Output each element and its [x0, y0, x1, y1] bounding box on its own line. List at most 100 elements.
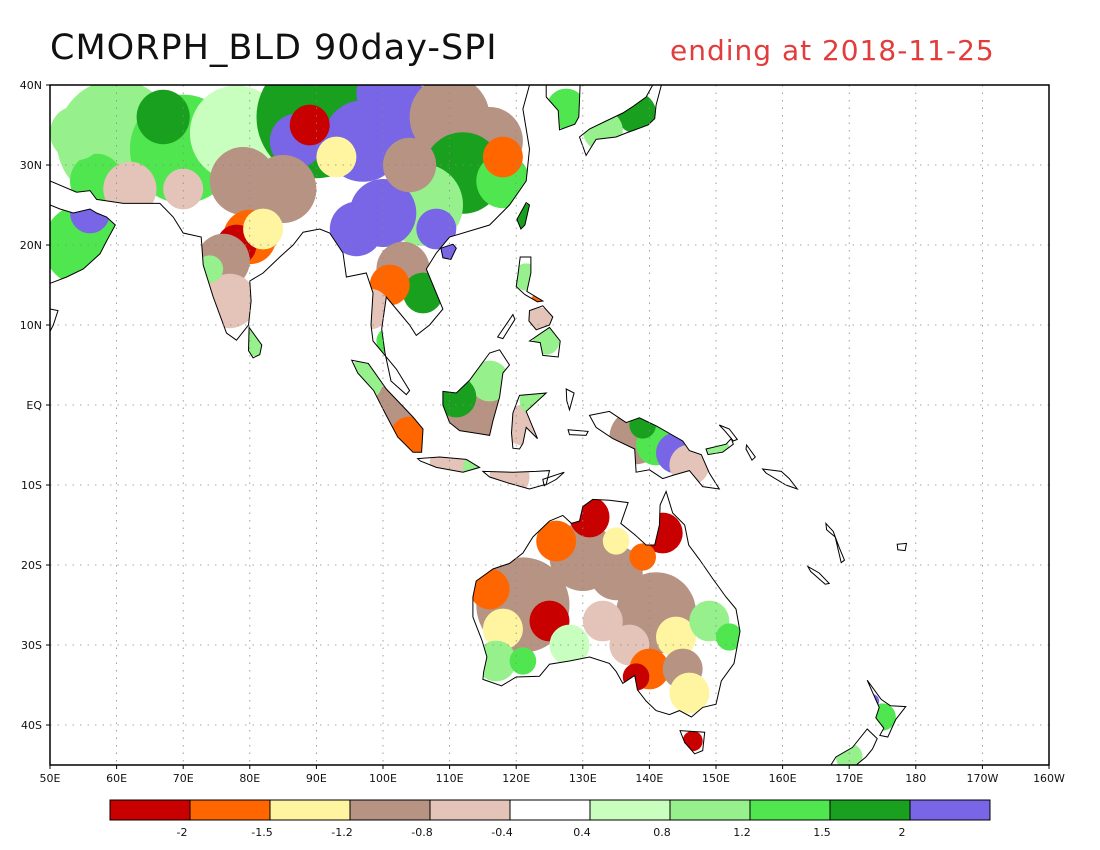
lon-tick-label: 160E	[769, 772, 797, 785]
coastline-sri-lanka	[247, 325, 263, 359]
coastline-luzon	[515, 256, 545, 303]
spi-patch	[516, 203, 530, 229]
legend-swatch	[909, 799, 991, 821]
spi-patch	[209, 147, 277, 215]
spi-patch	[509, 647, 537, 675]
lon-tick-label: 100E	[369, 772, 397, 785]
spi-patch	[602, 527, 630, 555]
lon-tick-label: 180	[905, 772, 926, 785]
coastline-fiji	[896, 542, 908, 552]
spi-patch	[482, 136, 523, 178]
lon-tick-label: 80E	[239, 772, 260, 785]
spi-patch	[136, 89, 190, 145]
lat-tick-label: 30S	[21, 639, 42, 652]
lon-tick-label: 170W	[966, 772, 998, 785]
lon-tick-label: 70E	[173, 772, 194, 785]
land-new-ireland	[719, 425, 738, 441]
spi-patch	[70, 205, 110, 234]
land-timor	[542, 472, 565, 486]
lon-tick-label: 90E	[306, 772, 327, 785]
lon-tick-label: 110E	[436, 772, 464, 785]
coastline-taiwan	[516, 201, 531, 230]
spi-patch	[469, 360, 510, 402]
spi-patch	[50, 105, 104, 161]
land-vanuatu	[825, 523, 845, 563]
lat-tick-label: 40S	[21, 719, 42, 732]
lat-tick-label: 30N	[20, 159, 42, 172]
coastline-mindanao	[528, 326, 561, 358]
legend-swatch	[669, 799, 751, 821]
coastline-korea	[545, 85, 581, 131]
coastline-visayas	[528, 305, 554, 331]
spi-patch	[482, 608, 523, 650]
spi-patch	[163, 168, 204, 210]
coastline-new-caledonia	[806, 565, 831, 585]
legend-label: 1.5	[813, 826, 831, 839]
grid-lines	[50, 85, 1049, 765]
coastline-seram	[567, 429, 589, 436]
spi-patch	[383, 137, 437, 193]
coastline-africa-horn	[50, 308, 59, 332]
lat-tick-label: 40N	[20, 79, 42, 92]
legend-label: -1.5	[251, 826, 272, 839]
spi-patch	[582, 600, 623, 642]
legend-swatch	[429, 799, 511, 821]
coastline-java	[416, 456, 481, 473]
coastline-arabia	[50, 204, 116, 284]
spi-patch	[669, 672, 710, 714]
land-africa-horn	[50, 309, 58, 332]
coastline-borneo	[442, 349, 511, 436]
lat-tick-label: 10S	[21, 479, 42, 492]
spi-patch	[416, 208, 457, 250]
coastline-bougainville	[745, 443, 756, 462]
spi-patch	[243, 208, 284, 250]
lon-tick-label: 130E	[569, 772, 597, 785]
coastline-new-ireland	[718, 424, 739, 442]
spi-patch	[289, 104, 330, 146]
lon-tick-label: 140E	[635, 772, 663, 785]
legend-swatch	[189, 799, 271, 821]
legend-swatch	[829, 799, 911, 821]
legend-label: -2	[177, 826, 188, 839]
lat-tick-label: 20N	[20, 239, 42, 252]
coastline-sumatra	[350, 359, 424, 453]
legend-swatch	[269, 799, 351, 821]
map-title: CMORPH_BLD 90day-SPI	[50, 28, 498, 68]
legend-label: 2	[899, 826, 906, 839]
land-fiji	[897, 543, 907, 551]
lat-tick-label: EQ	[26, 399, 42, 412]
legend-swatch	[589, 799, 671, 821]
legend-label: 0.4	[573, 826, 591, 839]
lat-tick-label: 10N	[20, 319, 42, 332]
spi-patch	[536, 520, 577, 562]
lon-tick-label: 50E	[40, 772, 61, 785]
coastline-sulawesi	[510, 392, 548, 450]
coastline-halmahera	[565, 388, 575, 412]
land-palawan	[497, 314, 515, 339]
coastline-new-britain	[705, 437, 734, 456]
spi-patch	[316, 136, 357, 178]
legend-label: 0.8	[653, 826, 671, 839]
coastline-tasmania	[679, 730, 706, 755]
legend-label: -1.2	[331, 826, 352, 839]
coastline-hainan	[440, 243, 457, 260]
coastline-japan-honshu	[578, 85, 662, 157]
spi-patch	[476, 640, 517, 682]
lon-tick-label: 120E	[502, 772, 530, 785]
spi-patch	[529, 291, 543, 302]
coastline-nz-north	[866, 679, 907, 738]
lat-tick-label: 20S	[21, 559, 42, 572]
coastline-nz-south	[830, 728, 878, 765]
coastline-asia-mainland	[50, 85, 531, 396]
spi-patch	[429, 457, 470, 473]
spi-patch	[329, 201, 383, 257]
spi-patch	[629, 543, 656, 571]
latitude-labels: 40N 30N 20N 10N EQ 10S 20S 30S 40S	[20, 79, 50, 732]
coastline-timor	[542, 471, 565, 487]
land-layer	[50, 85, 908, 765]
land-bougainville	[746, 445, 756, 461]
lon-tick-label: 160W	[1033, 772, 1065, 785]
map-subtitle: ending at 2018-11-25	[670, 34, 995, 67]
spi-patch	[656, 616, 696, 658]
